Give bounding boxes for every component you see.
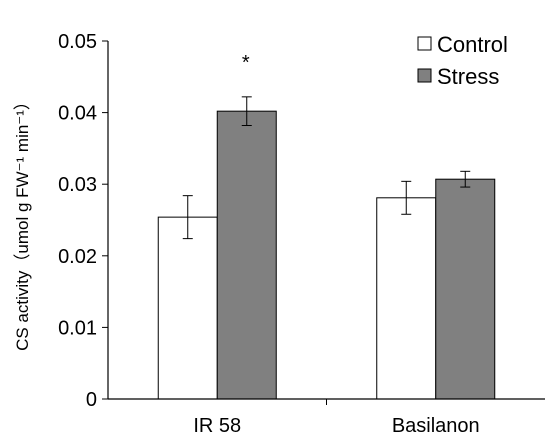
y-tick-label: 0 bbox=[86, 389, 97, 411]
legend: Control Stress bbox=[417, 32, 508, 89]
y-axis-ticks: 0 0.01 0.02 0.03 0.04 0.05 bbox=[58, 31, 108, 411]
legend-label: Stress bbox=[437, 64, 499, 89]
bar bbox=[376, 197, 437, 400]
legend-swatch bbox=[417, 36, 432, 51]
x-tick-label: Basilanon bbox=[392, 415, 480, 437]
x-axis-ticks: IR 58 Basilanon bbox=[193, 399, 480, 437]
legend-label: Control bbox=[437, 32, 508, 57]
legend-swatch bbox=[417, 68, 432, 83]
y-tick-label: 0.02 bbox=[58, 246, 97, 268]
y-tick-label: 0.04 bbox=[58, 103, 97, 125]
y-tick-label: 0.03 bbox=[58, 174, 97, 196]
annotations: * bbox=[242, 52, 250, 74]
y-tick-label: 0.01 bbox=[58, 317, 97, 339]
y-axis-label: CS activity（umol g FW⁻¹ min⁻¹） bbox=[13, 93, 32, 351]
y-axis-label-group: CS activity（umol g FW⁻¹ min⁻¹） bbox=[13, 93, 32, 351]
bar bbox=[216, 110, 277, 400]
bars bbox=[157, 110, 496, 400]
bar bbox=[157, 216, 218, 400]
bar bbox=[435, 178, 496, 400]
error-bars bbox=[182, 96, 471, 240]
significance-marker: * bbox=[242, 52, 250, 74]
x-tick-label: IR 58 bbox=[193, 415, 241, 437]
y-tick-label: 0.05 bbox=[58, 31, 97, 53]
